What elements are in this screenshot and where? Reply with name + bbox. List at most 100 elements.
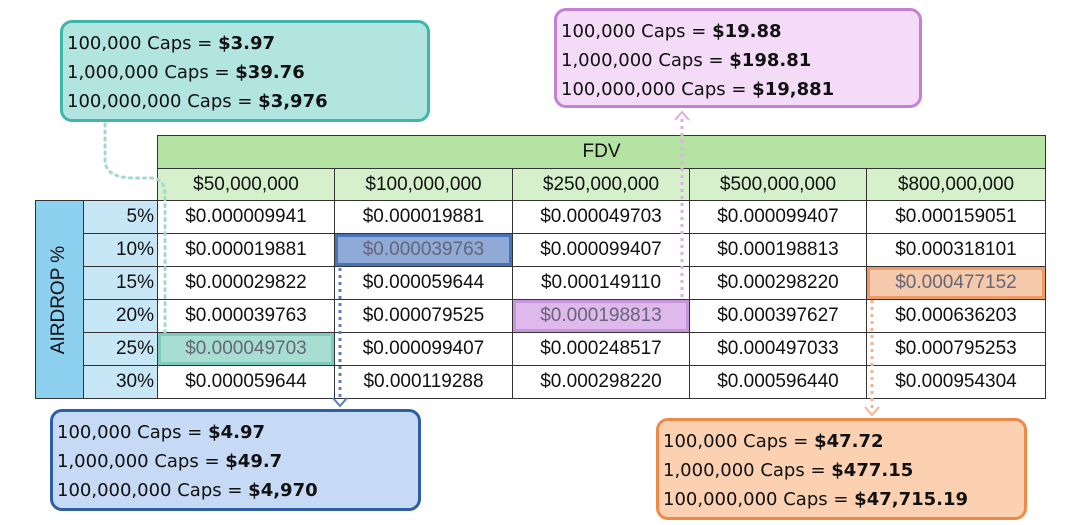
- callout-line: 100,000,000 Caps = $4,970: [57, 476, 414, 505]
- table-cell-text: $0.000099407: [717, 206, 839, 227]
- caps-label: 100,000,000 Caps =: [663, 489, 855, 510]
- table-cell-text: $0.000477152: [895, 272, 1017, 293]
- callout-line: 100,000 Caps = $4.97: [57, 418, 414, 447]
- caps-label: 1,000,000 Caps =: [67, 62, 236, 83]
- row-label: 30%: [83, 365, 158, 399]
- table-cell-text: $0.000596440: [717, 371, 839, 392]
- caps-value: $49.7: [225, 451, 283, 472]
- row-label-text: 25%: [115, 338, 154, 359]
- row-label-text: 15%: [115, 272, 154, 293]
- caps-value: $19,881: [752, 79, 835, 100]
- column-header: $500,000,000: [689, 168, 867, 201]
- callout-line: 100,000,000 Caps = $47,715.19: [663, 485, 1020, 514]
- row-label: 20%: [83, 299, 158, 333]
- caps-label: 100,000 Caps =: [561, 21, 713, 42]
- table-cell-text: $0.000298220: [540, 371, 662, 392]
- row-label-text: 5%: [126, 206, 154, 227]
- row-label-text: 30%: [115, 371, 154, 392]
- caps-label: 100,000 Caps =: [57, 422, 209, 443]
- row-label-text: 10%: [115, 239, 154, 260]
- callout-orange: 100,000 Caps = $47.72 1,000,000 Caps = $4…: [656, 418, 1027, 520]
- table-cell-text: $0.000149110: [540, 272, 662, 293]
- table-cell-text: $0.000099407: [362, 338, 485, 359]
- blue-arrow-icon: [332, 397, 348, 408]
- table-cell-text: $0.000248517: [540, 338, 662, 359]
- callout-line: 1,000,000 Caps = $477.15: [663, 456, 1020, 485]
- caps-label: 100,000,000 Caps =: [57, 480, 249, 501]
- column-header-text: $800,000,000: [897, 173, 1015, 195]
- caps-label: 100,000 Caps =: [663, 431, 815, 452]
- caps-value: $47.72: [814, 431, 884, 452]
- highlighted-cell-purple: $0.000198813: [512, 299, 690, 333]
- callout-line: 100,000 Caps = $47.72: [663, 427, 1020, 456]
- table-cell-text: $0.000049703: [185, 338, 307, 359]
- row-group-header: AIRDROP %: [35, 200, 84, 399]
- caps-value: $3,976: [258, 91, 328, 112]
- table-cell-text: $0.000049703: [540, 206, 662, 227]
- table-cell-text: $0.000318101: [895, 239, 1017, 260]
- caps-value: $47,715.19: [854, 489, 969, 510]
- column-header-text: $50,000,000: [193, 173, 299, 195]
- column-header: $800,000,000: [866, 168, 1046, 201]
- caps-value: $19.88: [712, 21, 782, 42]
- column-group-header-text: FDV: [582, 141, 621, 162]
- table-cell-text: $0.000497033: [717, 338, 839, 359]
- column-header-text: $250,000,000: [542, 173, 660, 195]
- table-cell-text: $0.000059644: [185, 371, 307, 392]
- column-header-text: $500,000,000: [719, 173, 837, 195]
- table-cell-text: $0.000795253: [895, 338, 1017, 359]
- callout-line: 100,000,000 Caps = $19,881: [561, 75, 915, 104]
- caps-label: 1,000,000 Caps =: [663, 460, 832, 481]
- table-cell-text: $0.000298220: [717, 272, 839, 293]
- caps-value: $3.97: [218, 33, 276, 54]
- table-cell-text: $0.000019881: [362, 206, 485, 227]
- caps-value: $477.15: [831, 460, 914, 481]
- column-header: $50,000,000: [157, 168, 335, 201]
- caps-label: 1,000,000 Caps =: [561, 50, 730, 71]
- purple-arrow-icon: [674, 110, 690, 121]
- callout-line: 100,000 Caps = $3.97: [67, 29, 423, 58]
- table-cell-text: $0.000079525: [362, 305, 485, 326]
- row-label-text: 20%: [115, 305, 154, 326]
- table-cell-text: $0.000198813: [540, 305, 662, 326]
- table-cell-text: $0.000397627: [717, 305, 839, 326]
- table-cell-text: $0.000039763: [185, 305, 307, 326]
- highlighted-cell-teal: $0.000049703: [157, 332, 335, 366]
- table-cell-text: $0.000954304: [895, 371, 1017, 392]
- callout-line: 100,000 Caps = $19.88: [561, 17, 915, 46]
- callout-teal: 100,000 Caps = $3.97 1,000,000 Caps = $39…: [60, 20, 430, 122]
- orange-arrow-icon: [864, 406, 880, 417]
- callout-line: 1,000,000 Caps = $39.76: [67, 58, 423, 87]
- caps-label: 100,000 Caps =: [67, 33, 219, 54]
- caps-value: $39.76: [235, 62, 305, 83]
- table-cell-text: $0.000198813: [717, 239, 839, 260]
- callout-line: 1,000,000 Caps = $198.81: [561, 46, 915, 75]
- row-label: 25%: [83, 332, 158, 366]
- table-cell: $0.000954304: [866, 365, 1046, 399]
- callout-blue: 100,000 Caps = $4.97 1,000,000 Caps = $49…: [50, 409, 421, 511]
- table-cell-text: $0.000019881: [185, 239, 307, 260]
- table-cell-text: $0.000159051: [895, 206, 1017, 227]
- table-cell-text: $0.000009941: [185, 206, 307, 227]
- callout-purple: 100,000 Caps = $19.88 1,000,000 Caps = $1…: [554, 8, 922, 108]
- caps-label: 100,000,000 Caps =: [561, 79, 753, 100]
- caps-value: $4.97: [208, 422, 266, 443]
- table-cell-text: $0.000119288: [363, 371, 484, 392]
- row-label: 5%: [83, 200, 158, 234]
- table-cell-text: $0.000029822: [185, 272, 307, 293]
- row-label: 15%: [83, 266, 158, 300]
- caps-label: 100,000,000 Caps =: [67, 91, 259, 112]
- column-header: $100,000,000: [334, 168, 513, 201]
- caps-label: 1,000,000 Caps =: [57, 451, 226, 472]
- table-cell-text: $0.000099407: [540, 239, 662, 260]
- column-header-text: $100,000,000: [365, 173, 482, 195]
- table-cell-text: $0.000039763: [362, 239, 485, 260]
- caps-value: $198.81: [729, 50, 812, 71]
- callout-line: 1,000,000 Caps = $49.7: [57, 447, 414, 476]
- caps-value: $4,970: [248, 480, 318, 501]
- table-cell-text: $0.000059644: [362, 272, 485, 293]
- teal-connector: [103, 122, 167, 334]
- table-cell-text: $0.000636203: [895, 305, 1017, 326]
- callout-line: 100,000,000 Caps = $3,976: [67, 87, 423, 116]
